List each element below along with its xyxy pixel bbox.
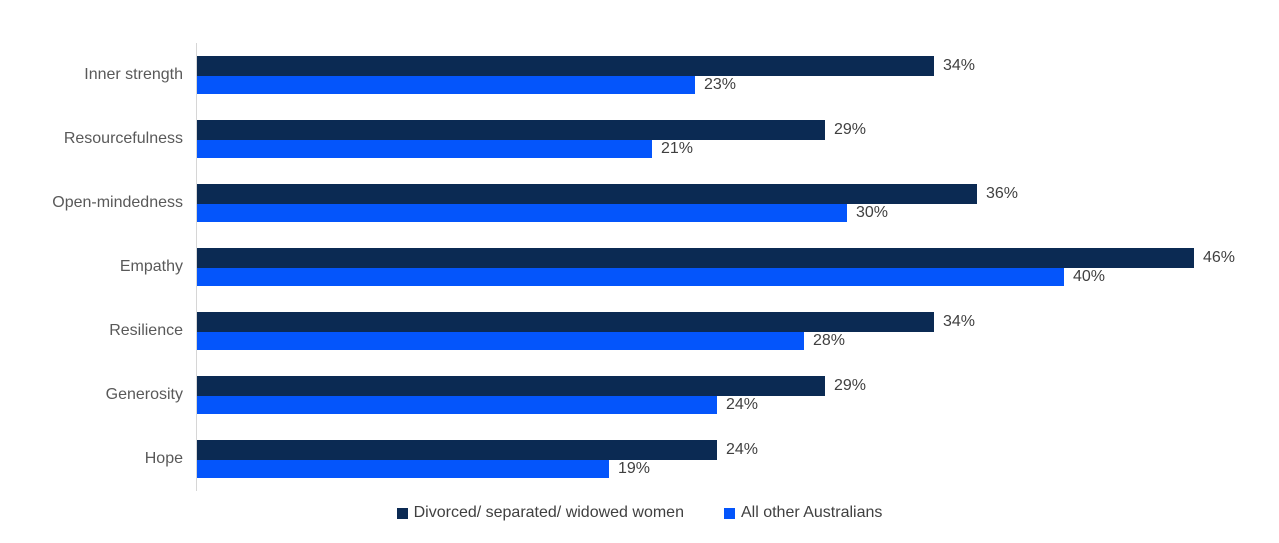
bar-series-1 (197, 332, 804, 350)
bar-line: 34% (197, 312, 1279, 332)
legend-label: All other Australians (740, 504, 883, 521)
bar-series-0 (197, 312, 934, 332)
value-label: 40% (1073, 268, 1106, 285)
bar-group: 46% 40% (196, 235, 1279, 299)
bar-group: 29% 21% (196, 107, 1279, 171)
legend-item: Divorced/ separated/ widowed women (396, 504, 684, 522)
category-group: Inner strength 34% 23% (0, 43, 1279, 107)
category-label: Empathy (119, 258, 183, 275)
category-label: Resourcefulness (63, 130, 183, 147)
bar-line: 23% (197, 76, 1279, 94)
bar-line: 19% (197, 460, 1279, 478)
category-group: Open-mindedness 36% 30% (0, 171, 1279, 235)
value-label: 23% (704, 76, 737, 93)
category-group: Empathy 46% 40% (0, 235, 1279, 299)
bar-line: 28% (197, 332, 1279, 350)
bar-line: 36% (197, 184, 1279, 204)
bar-group: 34% 23% (196, 43, 1279, 107)
value-label: 36% (986, 185, 1019, 202)
bar-line: 21% (197, 140, 1279, 158)
bar-line: 29% (197, 376, 1279, 396)
bar-group: 34% 28% (196, 299, 1279, 363)
bar-series-1 (197, 140, 652, 158)
category-group: Resilience 34% 28% (0, 299, 1279, 363)
category-label: Hope (144, 450, 183, 467)
bar-line: 24% (197, 396, 1279, 414)
value-label: 28% (813, 332, 846, 349)
legend: Divorced/ separated/ widowed women All ot… (0, 504, 1279, 522)
value-label: 29% (834, 377, 867, 394)
category-label: Open-mindedness (52, 194, 183, 211)
bar-series-0 (197, 120, 825, 140)
bar-series-0 (197, 376, 825, 396)
bar-line: 34% (197, 56, 1279, 76)
bar-series-1 (197, 268, 1064, 286)
plot-area: Inner strength 34% 23% Resourcefulness 29% 21… (0, 43, 1279, 491)
category-label: Generosity (105, 386, 183, 403)
legend-swatch-icon (396, 507, 408, 519)
value-label: 21% (661, 140, 694, 157)
bar-group: 29% 24% (196, 363, 1279, 427)
bar-series-0 (197, 440, 717, 460)
value-label: 34% (943, 57, 976, 74)
bar-series-1 (197, 460, 609, 478)
bar-series-1 (197, 204, 847, 222)
category-label: Resilience (109, 322, 183, 339)
bar-series-0 (197, 184, 977, 204)
category-group: Generosity 29% 24% (0, 363, 1279, 427)
bar-line: 30% (197, 204, 1279, 222)
bar-series-1 (197, 76, 695, 94)
bar-series-0 (197, 56, 934, 76)
value-label: 46% (1203, 249, 1236, 266)
bar-line: 24% (197, 440, 1279, 460)
bar-group: 36% 30% (196, 171, 1279, 235)
value-label: 24% (726, 396, 759, 413)
bar-series-0 (197, 248, 1194, 268)
bar-line: 46% (197, 248, 1279, 268)
value-label: 24% (726, 441, 759, 458)
value-label: 29% (834, 121, 867, 138)
value-label: 19% (618, 460, 651, 477)
legend-label: Divorced/ separated/ widowed women (413, 504, 684, 521)
category-group: Hope 24% 19% (0, 427, 1279, 491)
legend-swatch-icon (723, 507, 735, 519)
bar-line: 29% (197, 120, 1279, 140)
value-label: 34% (943, 313, 976, 330)
category-group: Resourcefulness 29% 21% (0, 107, 1279, 171)
value-label: 30% (856, 204, 889, 221)
bar-series-1 (197, 396, 717, 414)
bar-group: 24% 19% (196, 427, 1279, 491)
bar-line: 40% (197, 268, 1279, 286)
category-label: Inner strength (84, 66, 183, 83)
legend-item: All other Australians (723, 504, 883, 522)
